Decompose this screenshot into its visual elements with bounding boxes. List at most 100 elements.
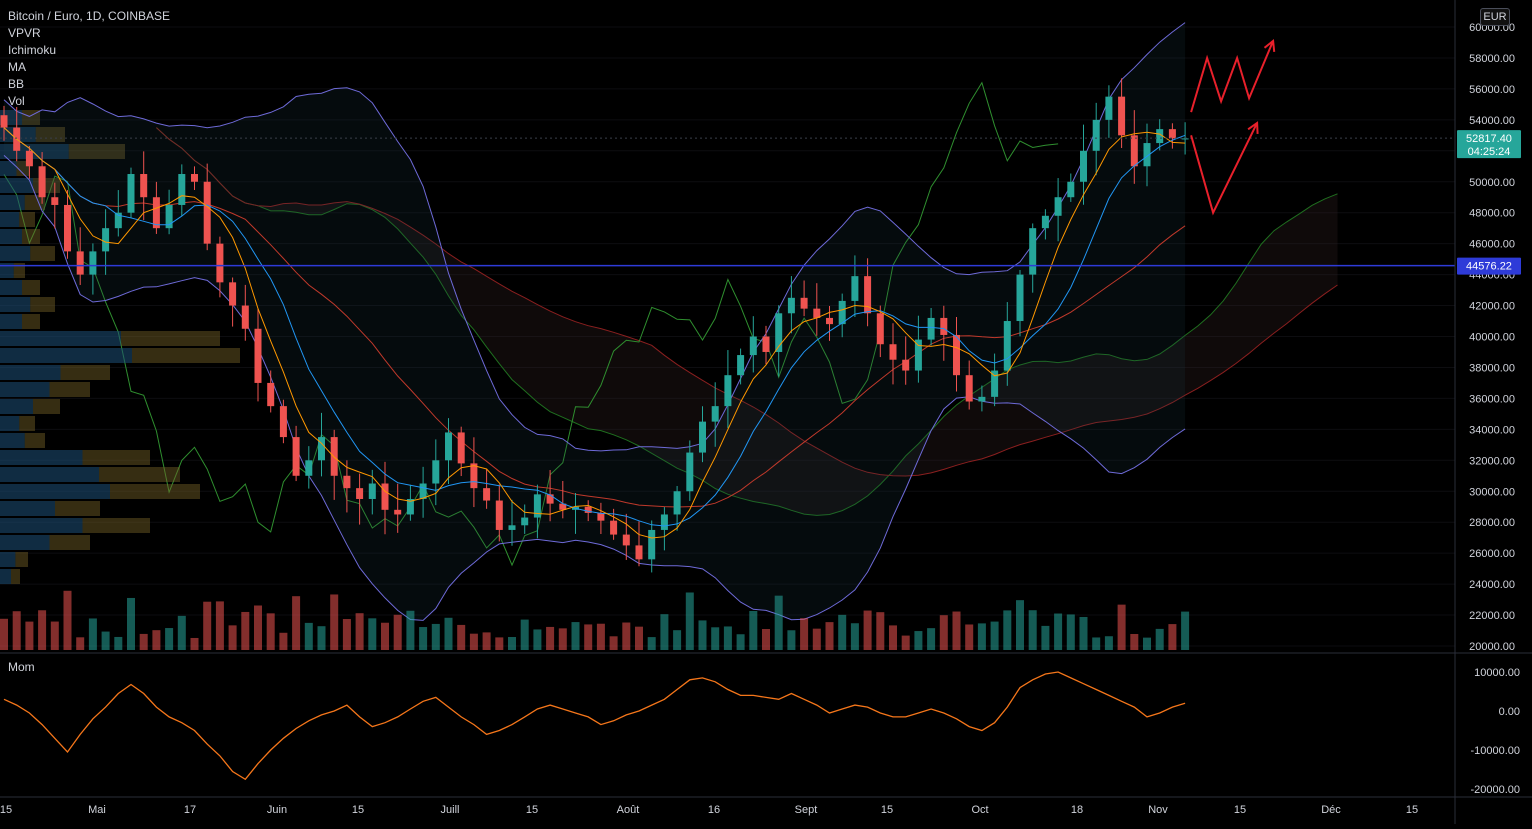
bullish-projection-arrow[interactable] — [1190, 40, 1275, 113]
candle[interactable] — [1016, 274, 1024, 322]
candle[interactable] — [267, 382, 275, 407]
candle[interactable] — [51, 197, 59, 205]
candle[interactable] — [851, 276, 859, 301]
candle[interactable] — [749, 336, 757, 356]
candle[interactable] — [1054, 197, 1062, 216]
candle[interactable] — [711, 406, 719, 422]
candle[interactable] — [1156, 129, 1164, 144]
momentum-line[interactable] — [3, 671, 1186, 781]
candle[interactable] — [1168, 129, 1176, 139]
candle[interactable] — [584, 506, 592, 513]
candle[interactable] — [127, 174, 135, 213]
candle[interactable] — [826, 317, 833, 325]
candle[interactable] — [597, 512, 605, 521]
candle[interactable] — [483, 488, 491, 501]
candle[interactable] — [724, 375, 732, 407]
candle[interactable] — [864, 276, 872, 314]
momentum-label[interactable]: Mom — [8, 660, 35, 674]
candle[interactable] — [838, 300, 846, 325]
level-price-badge-text[interactable]: 44576.22 — [1466, 261, 1512, 273]
indicator-vpvr[interactable]: VPVR — [8, 26, 41, 40]
currency-badge[interactable]: EUR — [1480, 8, 1510, 26]
candle[interactable] — [1105, 96, 1113, 120]
candle[interactable] — [978, 396, 986, 402]
candle[interactable] — [876, 313, 884, 345]
indicator-ichimoku[interactable]: Ichimoku — [8, 43, 57, 57]
candle[interactable] — [610, 520, 618, 535]
candle[interactable] — [1003, 321, 1011, 371]
candle[interactable] — [330, 437, 338, 476]
candle[interactable] — [622, 534, 630, 546]
candle[interactable] — [508, 525, 516, 530]
candle[interactable] — [775, 313, 783, 352]
candle[interactable] — [800, 297, 808, 309]
candle[interactable] — [1118, 96, 1126, 136]
candle[interactable] — [318, 437, 325, 461]
candle[interactable] — [114, 212, 122, 229]
candle[interactable] — [521, 517, 529, 526]
last-price-badge-text[interactable]: 04:25:24 — [1468, 146, 1511, 158]
candle[interactable] — [762, 336, 770, 352]
candle[interactable] — [1143, 143, 1151, 167]
candle[interactable] — [965, 375, 973, 402]
symbol-title[interactable]: Bitcoin / Euro, 1D, COINBASE — [8, 9, 171, 23]
candle[interactable] — [140, 174, 148, 198]
indicator-vol[interactable]: Vol — [8, 94, 25, 108]
candle[interactable] — [165, 204, 173, 229]
candle[interactable] — [902, 359, 910, 371]
candle[interactable] — [533, 494, 541, 518]
candle[interactable] — [89, 251, 97, 275]
candle[interactable] — [25, 150, 33, 167]
candle[interactable] — [203, 181, 211, 244]
candle[interactable] — [546, 494, 554, 504]
candle[interactable] — [419, 483, 427, 499]
candle[interactable] — [1181, 138, 1189, 140]
candle[interactable] — [191, 174, 198, 182]
indicator-bb[interactable]: BB — [8, 77, 25, 91]
candle[interactable] — [445, 432, 452, 461]
candle[interactable] — [889, 344, 897, 360]
candle[interactable] — [279, 406, 287, 438]
candle[interactable] — [0, 115, 8, 128]
candle[interactable] — [38, 166, 46, 198]
candle[interactable] — [1080, 150, 1087, 182]
candle[interactable] — [991, 370, 999, 397]
candle[interactable] — [1067, 181, 1075, 198]
candle[interactable] — [927, 317, 935, 340]
candle[interactable] — [648, 529, 656, 560]
candle[interactable] — [1130, 135, 1138, 167]
candle[interactable] — [152, 197, 160, 229]
candle[interactable] — [292, 437, 300, 476]
candle[interactable] — [686, 452, 694, 492]
candle[interactable] — [241, 305, 249, 329]
last-price-badge-text[interactable]: 52817.40 — [1466, 133, 1512, 145]
candle[interactable] — [394, 509, 402, 515]
candle[interactable] — [495, 500, 503, 530]
candle[interactable] — [368, 483, 376, 499]
candle[interactable] — [178, 174, 186, 205]
candle[interactable] — [229, 282, 237, 306]
candle[interactable] — [343, 475, 351, 489]
indicator-ma[interactable]: MA — [8, 60, 26, 74]
candle[interactable] — [673, 491, 681, 515]
candle[interactable] — [406, 498, 414, 515]
candle[interactable] — [305, 460, 313, 476]
candle[interactable] — [76, 251, 84, 275]
candle[interactable] — [254, 328, 262, 383]
candle[interactable] — [699, 421, 706, 453]
candle[interactable] — [356, 488, 364, 499]
candle[interactable] — [381, 483, 389, 510]
candle[interactable] — [953, 334, 960, 376]
candle[interactable] — [660, 514, 668, 530]
candle[interactable] — [787, 297, 795, 314]
candle[interactable] — [914, 339, 922, 371]
candle[interactable] — [102, 228, 110, 252]
candle[interactable] — [635, 545, 643, 560]
candle[interactable] — [559, 503, 567, 510]
candle[interactable] — [813, 308, 821, 318]
bearish-projection-arrow[interactable] — [1190, 122, 1258, 216]
candle[interactable] — [470, 463, 478, 489]
candle[interactable] — [432, 460, 440, 484]
candle[interactable] — [457, 432, 465, 464]
